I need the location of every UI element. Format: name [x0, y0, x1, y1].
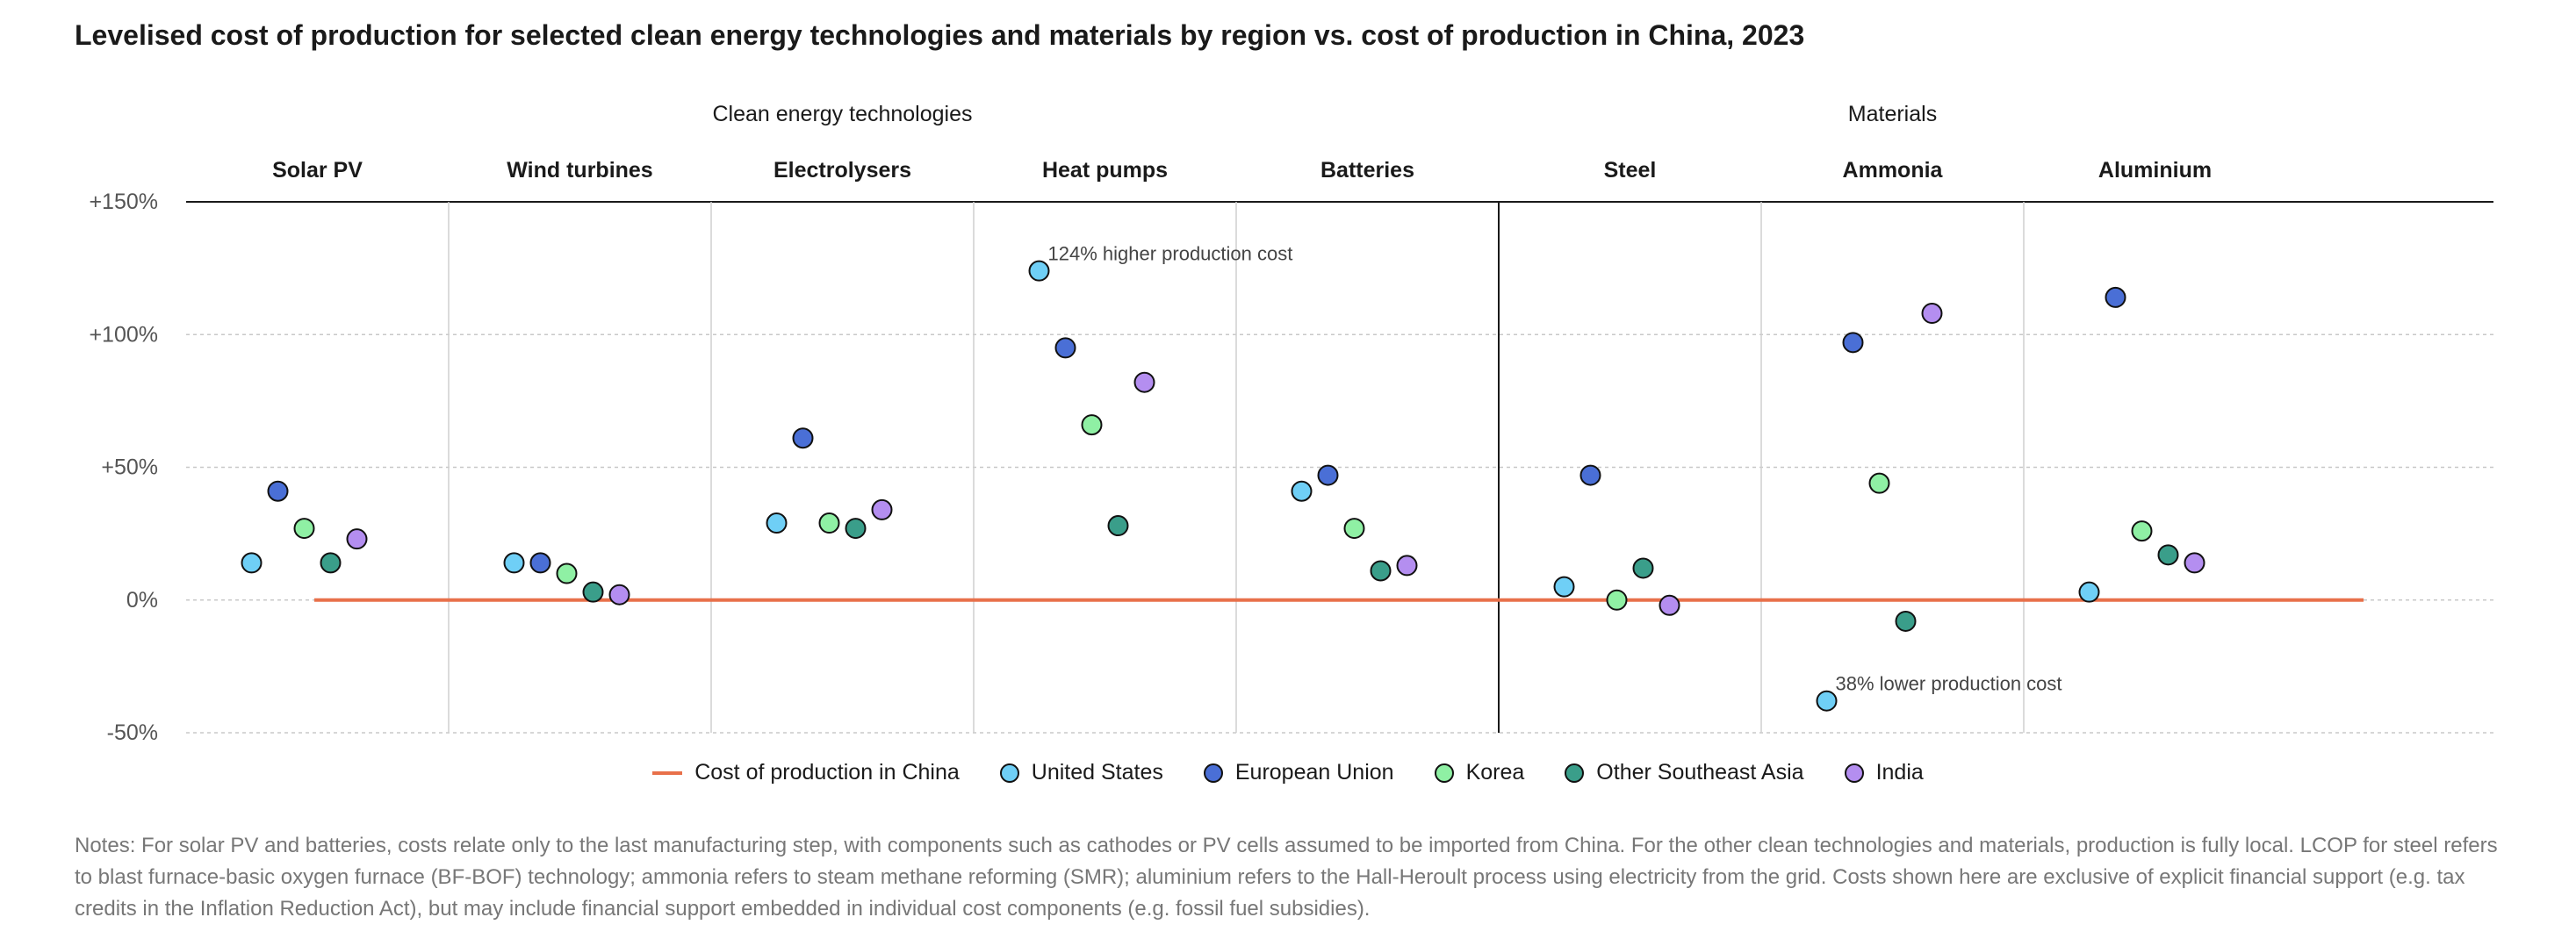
point-india-ammonia [1921, 303, 1943, 325]
point-european-union-ammonia [1842, 332, 1864, 354]
point-united-states-steel [1553, 576, 1575, 598]
point-korea-ammonia [1868, 472, 1890, 494]
y-tick-label: -50% [107, 720, 158, 745]
legend-item-korea: Korea [1434, 760, 1525, 785]
point-other-southeast-asia-aluminium [2157, 544, 2179, 566]
point-india-electrolysers [871, 498, 893, 520]
point-united-states-aluminium [2078, 581, 2100, 603]
notes: Notes: For solar PV and batteries, costs… [75, 834, 2498, 921]
legend-dot-swatch [1565, 763, 1585, 783]
legend-label: Cost of production in China [694, 760, 960, 785]
legend-item-china: Cost of production in China [652, 760, 960, 785]
point-european-union-wind-turbines [529, 552, 551, 574]
point-korea-batteries [1343, 518, 1365, 540]
legend-label: Korea [1465, 760, 1525, 785]
legend-item-india: India [1844, 760, 1924, 785]
point-european-union-heat-pumps [1054, 337, 1076, 359]
point-other-southeast-asia-ammonia [1895, 610, 1917, 632]
legend-dot-swatch [1844, 763, 1864, 783]
point-korea-aluminium [2131, 520, 2153, 542]
category-label-electrolysers: Electrolysers [774, 158, 911, 183]
point-korea-heat-pumps [1081, 414, 1103, 436]
point-other-southeast-asia-solar-pv [320, 552, 342, 574]
point-european-union-steel [1579, 464, 1601, 486]
y-tick-label: +50% [101, 455, 158, 480]
point-korea-wind-turbines [556, 563, 578, 584]
y-tick-label: +100% [89, 322, 158, 347]
point-india-solar-pv [346, 528, 368, 550]
y-tick-label: 0% [126, 588, 158, 613]
point-india-wind-turbines [608, 584, 630, 606]
point-european-union-batteries [1317, 464, 1339, 486]
legend-dot-swatch [1434, 763, 1454, 783]
y-tick-label: +150% [89, 190, 158, 214]
legend-label: United States [1031, 760, 1163, 785]
point-european-union-aluminium [2105, 286, 2126, 308]
legend-item-united-states: United States [999, 760, 1163, 785]
point-united-states-heat-pumps [1028, 260, 1050, 282]
category-label-solar-pv: Solar PV [272, 158, 363, 183]
point-united-states-batteries [1291, 480, 1313, 502]
category-label-heat-pumps: Heat pumps [1042, 158, 1168, 183]
point-united-states-solar-pv [241, 552, 263, 574]
legend-line-swatch [652, 770, 683, 775]
category-label-steel: Steel [1604, 158, 1657, 183]
annotation-label: 38% lower production cost [1836, 673, 2062, 695]
point-korea-electrolysers [818, 512, 840, 534]
category-label-wind-turbines: Wind turbines [507, 158, 652, 183]
point-other-southeast-asia-steel [1632, 557, 1654, 579]
point-india-aluminium [2184, 552, 2205, 574]
point-united-states-wind-turbines [503, 552, 525, 574]
category-label-ammonia: Ammonia [1843, 158, 1944, 183]
legend-label: India [1875, 760, 1924, 785]
point-united-states-ammonia [1816, 690, 1838, 712]
point-united-states-electrolysers [766, 512, 788, 534]
point-korea-solar-pv [293, 518, 315, 540]
legend-label: Other Southeast Asia [1596, 760, 1804, 785]
point-korea-steel [1606, 589, 1628, 611]
legend: Cost of production in China United State… [0, 760, 2576, 785]
point-other-southeast-asia-wind-turbines [582, 581, 604, 603]
category-label-batteries: Batteries [1320, 158, 1414, 183]
category-label-aluminium: Aluminium [2098, 158, 2212, 183]
legend-dot-swatch [1203, 763, 1223, 783]
group-label: Materials [1848, 102, 1937, 126]
legend-item-other-southeast-asia: Other Southeast Asia [1565, 760, 1804, 785]
legend-dot-swatch [999, 763, 1019, 783]
point-other-southeast-asia-heat-pumps [1107, 515, 1129, 537]
chart-title: Levelised cost of production for selecte… [75, 19, 1805, 51]
group-label: Clean energy technologies [712, 102, 972, 126]
annotation-label: 124% higher production cost [1048, 243, 1293, 265]
point-india-steel [1659, 594, 1680, 616]
point-other-southeast-asia-electrolysers [845, 518, 867, 540]
point-european-union-solar-pv [267, 480, 289, 502]
legend-item-european-union: European Union [1203, 760, 1394, 785]
legend-label: European Union [1234, 760, 1394, 785]
point-other-southeast-asia-batteries [1370, 560, 1392, 582]
point-india-heat-pumps [1133, 371, 1155, 393]
point-india-batteries [1396, 555, 1418, 577]
point-european-union-electrolysers [792, 427, 814, 449]
